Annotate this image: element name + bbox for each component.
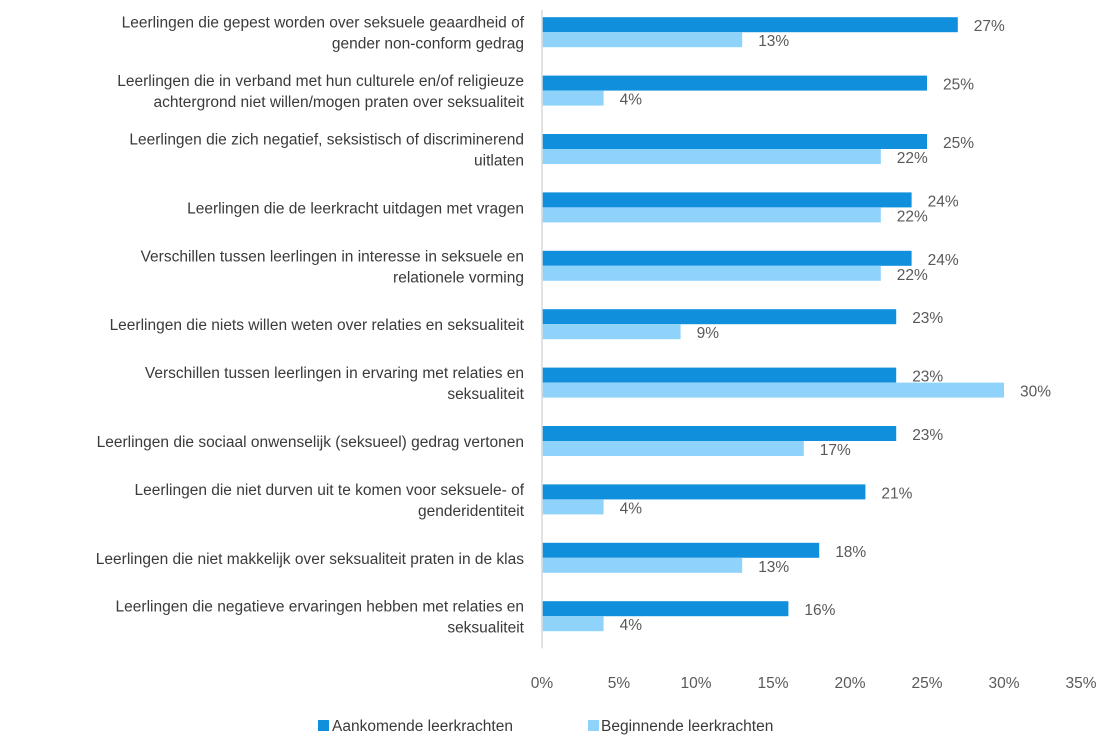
category-label: Leerlingen die in verband met hun cultur… <box>117 73 524 90</box>
bar-series-2 <box>542 149 881 164</box>
data-label: 17% <box>820 442 851 459</box>
data-label: 13% <box>758 559 789 576</box>
bar-series-1 <box>542 17 958 33</box>
data-label: 4% <box>620 92 643 109</box>
data-label: 4% <box>620 617 643 634</box>
bar-series-2 <box>542 90 604 106</box>
bar-series-1 <box>542 192 912 208</box>
data-label: 25% <box>943 77 974 94</box>
category-label: Leerlingen die zich negatief, seksistisc… <box>129 132 524 149</box>
x-tick-label: 30% <box>988 675 1019 692</box>
category-label: achtergrond niet willen/mogen praten ove… <box>154 94 525 111</box>
bar-series-2 <box>542 499 604 515</box>
data-label: 22% <box>897 267 928 284</box>
x-tick-label: 20% <box>834 675 865 692</box>
data-label: 21% <box>881 485 912 502</box>
bar-series-2 <box>542 616 604 632</box>
x-tick-label: 10% <box>680 675 711 692</box>
data-label: 18% <box>835 544 866 561</box>
data-label: 23% <box>912 369 943 386</box>
bar-series-2 <box>542 441 804 456</box>
data-label: 22% <box>897 208 928 225</box>
category-label: Leerlingen die de leerkracht uitdagen me… <box>187 200 524 217</box>
data-label: 23% <box>912 427 943 444</box>
legend-swatch <box>588 720 599 731</box>
category-labels: Leerlingen die gepest worden over seksue… <box>96 15 525 637</box>
data-label: 13% <box>758 33 789 50</box>
category-label: relationele vorming <box>393 269 524 286</box>
data-label: 4% <box>620 500 643 517</box>
category-label: Leerlingen die gepest worden over seksue… <box>122 15 525 32</box>
x-tick-label: 5% <box>608 675 631 692</box>
legend-label: Aankomende leerkrachten <box>332 718 513 735</box>
bar-series-1 <box>542 309 897 325</box>
category-label: seksualiteit <box>447 386 524 403</box>
category-label: Leerlingen die niet durven uit te komen … <box>135 482 525 499</box>
x-tick-label: 15% <box>757 675 788 692</box>
data-label: 25% <box>943 135 974 152</box>
category-label: Leerlingen die sociaal onwenselijk (seks… <box>97 434 524 451</box>
category-label: Leerlingen die negatieve ervaringen hebb… <box>116 599 524 616</box>
x-tick-label: 35% <box>1065 675 1096 692</box>
data-label: 16% <box>804 602 835 619</box>
bar-series-1 <box>542 367 897 383</box>
data-label: 9% <box>697 325 720 342</box>
bar-series-1 <box>542 134 927 149</box>
bar-series-1 <box>542 542 820 558</box>
category-label: Leerlingen die niets willen weten over r… <box>110 317 525 334</box>
category-label: Leerlingen die niet makkelijk over seksu… <box>96 551 524 568</box>
category-label: Verschillen tussen leerlingen in ervarin… <box>145 365 524 382</box>
bar-series-1 <box>542 75 927 91</box>
x-tick-label: 0% <box>531 675 554 692</box>
category-label: genderidentiteit <box>418 503 525 520</box>
legend-label: Beginnende leerkrachten <box>601 718 773 735</box>
bar-series-2 <box>542 382 1004 398</box>
data-labels: 27%13%25%4%25%22%24%22%24%22%23%9%23%30%… <box>620 18 1052 634</box>
bar-series-2 <box>542 324 681 340</box>
category-label: Verschillen tussen leerlingen in interes… <box>141 248 524 265</box>
data-label: 22% <box>897 150 928 167</box>
legend: Aankomende leerkrachten Beginnende leerkr… <box>318 718 773 735</box>
x-tick-label: 25% <box>911 675 942 692</box>
data-label: 30% <box>1020 384 1051 401</box>
category-label: seksualiteit <box>447 620 524 637</box>
legend-swatch <box>318 720 329 731</box>
data-label: 23% <box>912 310 943 327</box>
bar-series-2 <box>542 265 881 281</box>
bar-series-1 <box>542 601 789 617</box>
data-label: 24% <box>928 193 959 210</box>
bar-series-1 <box>542 426 897 441</box>
bar-series-2 <box>542 207 881 223</box>
data-label: 24% <box>928 252 959 269</box>
bar-series-2 <box>542 557 743 573</box>
bar-series-1 <box>542 250 912 266</box>
data-label: 27% <box>974 18 1005 35</box>
category-label: uitlaten <box>474 153 524 170</box>
bar-series-2 <box>542 32 743 48</box>
bar-series-1 <box>542 484 866 500</box>
bars-layer <box>542 17 1004 632</box>
category-label: gender non-conform gedrag <box>332 36 524 53</box>
x-axis-ticks: 0% 5% 10% 15% 20% 25% 30% 35% <box>531 675 1097 692</box>
